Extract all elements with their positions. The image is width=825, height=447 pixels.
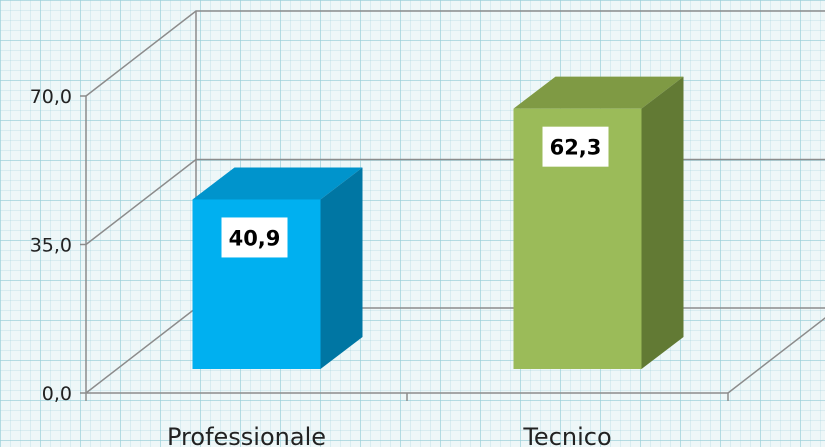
- y-tick-label-1: 35,0: [30, 235, 72, 257]
- data-label-1: 62,3: [550, 136, 602, 160]
- bar-professionale: [192, 167, 363, 369]
- data-label-box-1: [542, 126, 609, 167]
- y-tick-label-2: 70,0: [30, 86, 72, 108]
- category-label-0: Professionale: [167, 423, 326, 447]
- data-label-box-0: [221, 217, 288, 258]
- category-label-1: Tecnico: [522, 423, 611, 447]
- y-tick-label-0: 0,0: [42, 383, 72, 405]
- data-label-0: 40,9: [229, 226, 281, 250]
- bar-tecnico: [513, 76, 684, 370]
- chart-labels: 0,0 35,0 70,0 40,9 Professionale 62,3 Tecnico: [30, 86, 612, 447]
- bar-side-tecnico: [641, 76, 684, 370]
- bar-top-professionale: [192, 167, 363, 200]
- gridline-2: [85, 10, 825, 97]
- floor-right-edge: [727, 317, 825, 394]
- bar-top-tecnico: [513, 76, 684, 109]
- chart-axes: [80, 10, 825, 401]
- bar-side-professionale: [320, 167, 363, 369]
